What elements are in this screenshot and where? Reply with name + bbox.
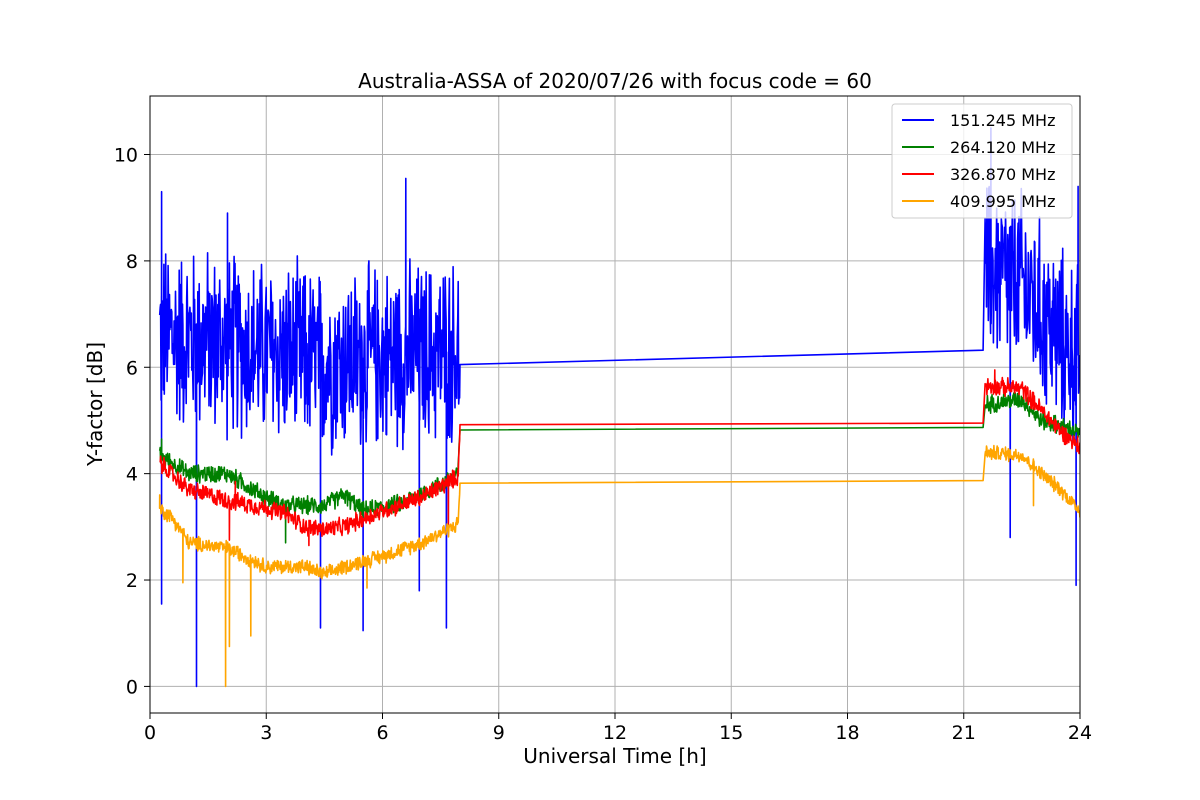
grid xyxy=(149,96,1081,713)
series-line-2 xyxy=(158,392,1080,544)
legend-label: 409.995 MHz xyxy=(950,192,1055,211)
x-axis-label: Universal Time [h] xyxy=(523,744,706,768)
series-line-1 xyxy=(158,127,1080,688)
x-tick-label: 18 xyxy=(835,722,859,744)
x-tick-label: 9 xyxy=(493,722,505,744)
x-tick-label: 0 xyxy=(144,722,156,744)
y-tick-label: 4 xyxy=(126,464,138,486)
chart-title: Australia-ASSA of 2020/07/26 with focus … xyxy=(358,69,872,93)
x-tick-label: 24 xyxy=(1068,722,1092,744)
y-tick-label: 2 xyxy=(126,570,138,592)
y-tick-label: 10 xyxy=(114,145,138,167)
legend-label: 264.120 MHz xyxy=(950,138,1055,157)
legend-label: 326.870 MHz xyxy=(950,165,1055,184)
legend: 151.245 MHz 264.120 MHz 326.870 MHz 409.995… xyxy=(891,103,1073,219)
y-tick-label: 8 xyxy=(126,251,138,273)
x-tick-label: 15 xyxy=(719,722,743,744)
legend-label: 151.245 MHz xyxy=(950,111,1055,130)
y-axis-label: Y-factor [dB] xyxy=(83,342,107,467)
x-tick-label: 6 xyxy=(376,722,388,744)
x-tick-label: 3 xyxy=(260,722,272,744)
y-tick-label: 0 xyxy=(126,676,138,698)
legend-box xyxy=(891,103,1073,219)
series-line-3 xyxy=(159,369,1080,547)
series-line-4 xyxy=(158,444,1080,688)
series-layer xyxy=(158,127,1080,688)
x-tick-label: 12 xyxy=(603,722,627,744)
x-tick-label: 21 xyxy=(952,722,976,744)
y-tick-label: 6 xyxy=(126,357,138,379)
